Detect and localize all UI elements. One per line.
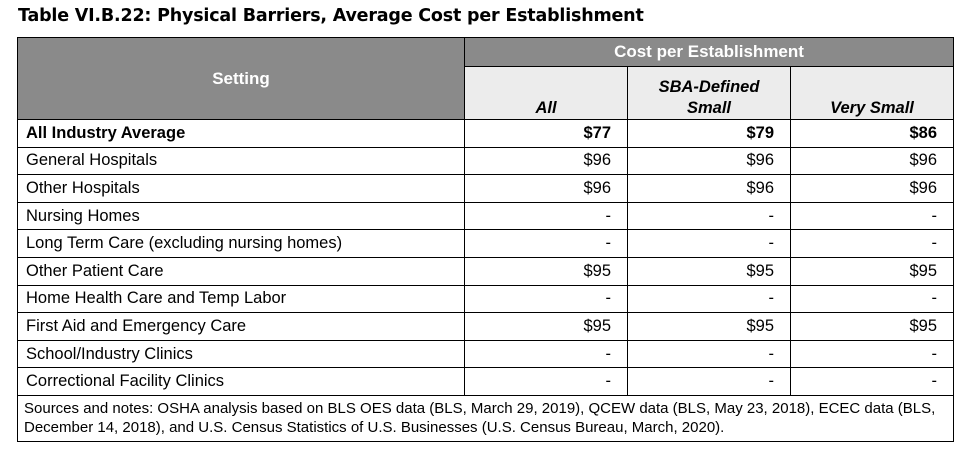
cell-sba-small: - xyxy=(627,339,791,369)
setting-cell: General Hospitals xyxy=(17,146,465,176)
cell-very-small: - xyxy=(790,229,954,258)
setting-cell: First Aid and Emergency Care xyxy=(17,312,465,341)
cell-very-small: - xyxy=(790,367,954,396)
table-row: General Hospitals $96 $96 $96 xyxy=(17,146,954,176)
header-setting: Setting xyxy=(17,37,465,120)
table-row: Long Term Care (excluding nursing homes)… xyxy=(17,229,954,258)
cell-very-small: - xyxy=(790,201,954,231)
cell-all: - xyxy=(464,367,628,396)
header-cost-per-establishment: Cost per Establishment xyxy=(464,37,954,67)
cell-very-small: - xyxy=(790,284,954,314)
cell-sba-small: $79 xyxy=(627,119,791,148)
table-row: Nursing Homes - - - xyxy=(17,201,954,231)
cell-very-small: $86 xyxy=(790,119,954,148)
table-caption: Table VI.B.22: Physical Barriers, Averag… xyxy=(18,6,644,26)
cell-all: $77 xyxy=(464,119,628,148)
cell-sba-small: $95 xyxy=(627,312,791,341)
cell-sba-small: - xyxy=(627,201,791,231)
setting-cell: Other Hospitals xyxy=(17,174,465,203)
header-all: All xyxy=(464,66,628,120)
cell-sba-small: $96 xyxy=(627,146,791,176)
cell-all: - xyxy=(464,229,628,258)
setting-cell: Other Patient Care xyxy=(17,256,465,286)
cell-all: $96 xyxy=(464,146,628,176)
table-row: Other Patient Care $95 $95 $95 xyxy=(17,256,954,286)
cell-all: - xyxy=(464,339,628,369)
table-row: Home Health Care and Temp Labor - - - xyxy=(17,284,954,314)
header-very-small: Very Small xyxy=(790,66,954,120)
cell-very-small: $96 xyxy=(790,174,954,203)
table-row: Other Hospitals $96 $96 $96 xyxy=(17,174,954,203)
cell-all: $95 xyxy=(464,256,628,286)
cell-all: $95 xyxy=(464,312,628,341)
setting-cell: Correctional Facility Clinics xyxy=(17,367,465,396)
sources-and-notes: Sources and notes: OSHA analysis based o… xyxy=(17,394,954,442)
table-row: Correctional Facility Clinics - - - xyxy=(17,367,954,396)
setting-cell: Home Health Care and Temp Labor xyxy=(17,284,465,314)
setting-cell: All Industry Average xyxy=(17,119,465,148)
table-row: First Aid and Emergency Care $95 $95 $95 xyxy=(17,312,954,341)
cell-very-small: $95 xyxy=(790,256,954,286)
header-sba-defined-small: SBA-Defined Small xyxy=(627,66,791,120)
cell-sba-small: $95 xyxy=(627,256,791,286)
cell-all: $96 xyxy=(464,174,628,203)
setting-cell: Long Term Care (excluding nursing homes) xyxy=(17,229,465,258)
table-row: All Industry Average $77 $79 $86 xyxy=(17,119,954,148)
cell-all: - xyxy=(464,201,628,231)
cell-very-small: $95 xyxy=(790,312,954,341)
cell-sba-small: - xyxy=(627,284,791,314)
physical-barriers-cost-table: Setting Cost per Establishment All SBA-D… xyxy=(17,37,954,442)
cell-sba-small: - xyxy=(627,367,791,396)
cell-sba-small: $96 xyxy=(627,174,791,203)
cell-sba-small: - xyxy=(627,229,791,258)
setting-cell: Nursing Homes xyxy=(17,201,465,231)
setting-cell: School/Industry Clinics xyxy=(17,339,465,369)
cell-very-small: - xyxy=(790,339,954,369)
cell-all: - xyxy=(464,284,628,314)
cell-very-small: $96 xyxy=(790,146,954,176)
table-row: School/Industry Clinics - - - xyxy=(17,339,954,369)
